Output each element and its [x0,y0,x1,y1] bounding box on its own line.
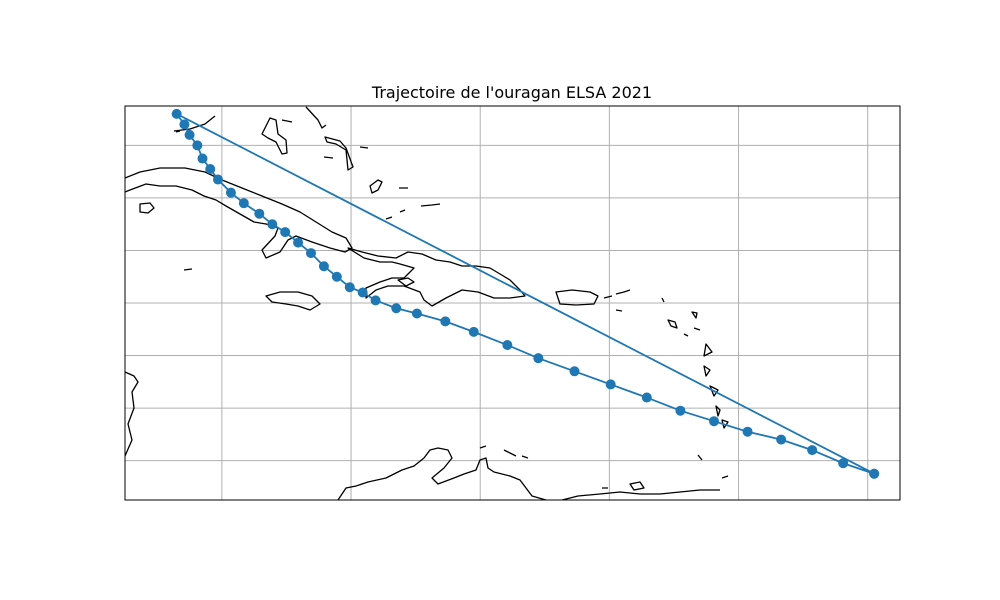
track-point [179,119,190,130]
track-point [807,445,818,456]
track-point [838,458,849,469]
coastline-cuba [125,167,353,259]
coastline-cayman [183,268,193,271]
track-point [742,426,753,437]
track-point [776,434,787,445]
track-point [675,405,686,416]
coastline-virgin-islands [603,289,665,312]
track-point [344,282,355,293]
coastline-abc-islands [479,445,529,459]
track-point [569,366,580,377]
track-point [293,237,304,248]
coastline-keys [173,115,216,133]
coastline-puerto-rico [555,289,599,306]
coastlines [125,106,729,500]
hurricane-track [171,108,880,479]
track-point [318,261,329,272]
track-point [254,208,265,219]
coastline-leeward-islands [667,311,729,461]
track-point [197,153,208,164]
coastline-isla-juventud [139,202,155,214]
track-point [331,271,342,282]
track-point [869,468,880,479]
coastline-jamaica [265,291,321,311]
coastline-margarita-tobago [602,475,729,491]
track-point [357,287,368,298]
track-point [205,164,216,175]
track-point [605,379,616,390]
track-point [709,416,719,427]
track-line [175,113,875,475]
track-point [440,316,451,327]
track-point [306,248,316,259]
track-point [184,129,195,140]
coastline-central-america [125,371,139,457]
coastline-south-america [337,447,720,500]
coastline-gonave [397,277,415,287]
track-point [238,198,249,209]
track-point [267,219,278,230]
track-point [213,174,223,185]
chart-title: Trajectoire de l'ouragan ELSA 2021 [371,83,652,102]
track-point [411,308,422,319]
coastline-bahamas-north [261,106,441,220]
track-point [370,295,381,306]
track-point [192,140,203,151]
track-point [533,353,544,364]
track-point [225,187,236,198]
track-point [280,227,291,238]
map-frame [124,105,901,501]
track-point [641,392,652,403]
track-point [171,108,182,119]
gridlines [125,106,900,500]
track-point [468,326,479,337]
track-point [391,303,402,314]
track-point [502,340,513,351]
coastline-hispaniola [347,247,526,307]
